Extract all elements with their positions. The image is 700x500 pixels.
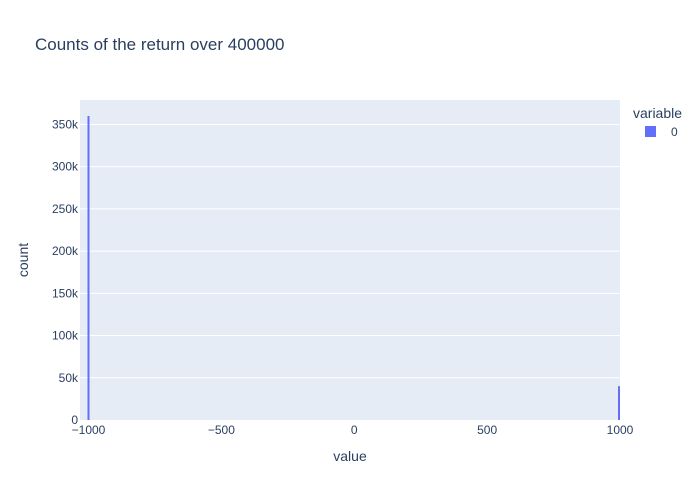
histogram-bar[interactable] <box>87 115 90 421</box>
y-tick-labels: 0 50k 100k 150k 200k 250k 300k 350k <box>52 117 79 427</box>
y-tick-label: 250k <box>52 202 79 216</box>
y-tick-label: 50k <box>59 371 79 385</box>
histogram-bar[interactable] <box>618 386 620 420</box>
legend-title: variable <box>633 105 682 121</box>
y-tick-label: 100k <box>52 329 79 343</box>
chart-title: Counts of the return over 400000 <box>35 35 285 54</box>
x-tick-labels: −1000 −500 0 500 1000 <box>72 423 634 437</box>
x-tick-label: 500 <box>477 423 497 437</box>
y-gridlines <box>80 123 620 379</box>
y-tick-label: 300k <box>52 160 79 174</box>
legend[interactable]: 0 <box>645 125 678 139</box>
plot-area <box>80 100 620 420</box>
x-tick-label: −500 <box>208 423 235 437</box>
x-tick-label: 1000 <box>607 423 634 437</box>
y-tick-label: 150k <box>52 286 79 300</box>
x-axis-label: value <box>333 448 367 464</box>
y-tick-label: 200k <box>52 244 79 258</box>
legend-swatch[interactable] <box>645 126 656 137</box>
y-tick-label: 350k <box>52 117 79 131</box>
y-tick-label: 0 <box>71 413 78 427</box>
x-tick-label: 0 <box>351 423 358 437</box>
y-axis-label: count <box>15 243 31 277</box>
x-tick-label: −1000 <box>72 423 106 437</box>
bars-group[interactable] <box>87 115 620 421</box>
legend-label[interactable]: 0 <box>671 125 678 139</box>
